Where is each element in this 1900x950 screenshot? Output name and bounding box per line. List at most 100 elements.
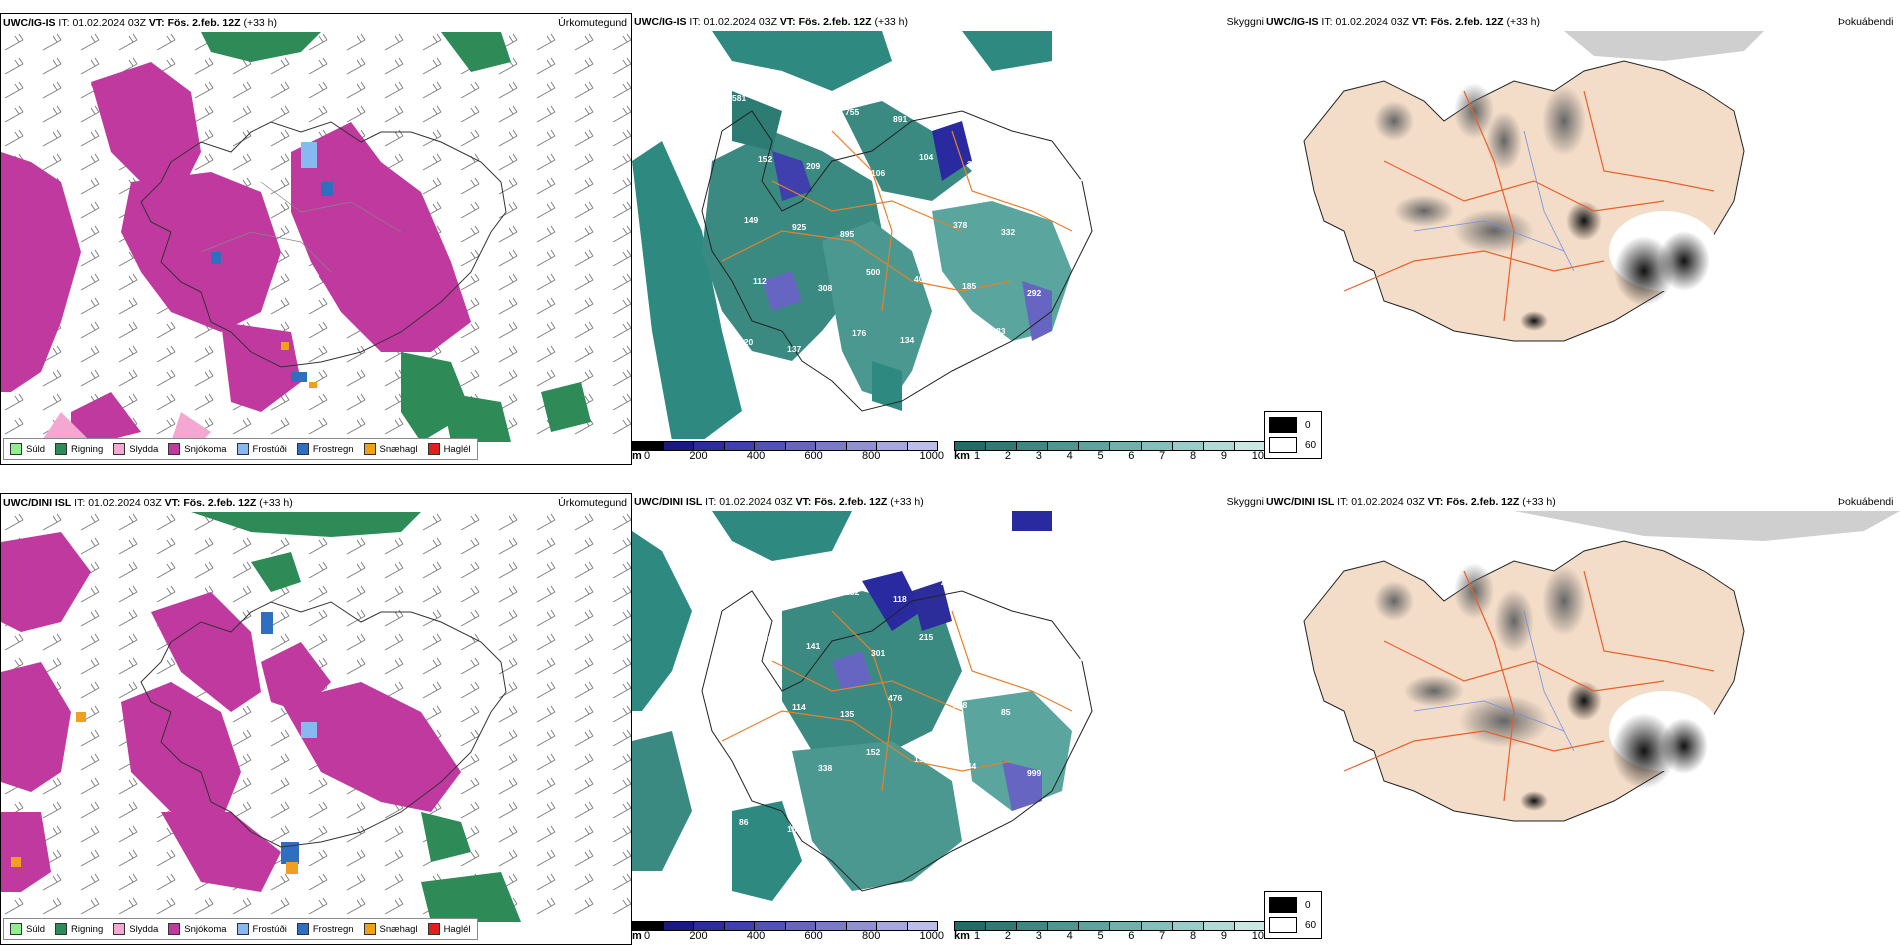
tick-label: 1000 — [919, 930, 944, 942]
tick-label: 6 — [1128, 930, 1135, 942]
legend-item: Slydda — [113, 443, 158, 455]
tick-label: 5 — [1097, 930, 1104, 942]
legend-item: Súld — [10, 443, 45, 455]
colorbar-segment — [1203, 922, 1235, 930]
colorbar-segment — [1048, 922, 1080, 930]
legend-swatch — [55, 443, 68, 455]
tick-label: 200 — [689, 450, 708, 462]
colorbar-segment — [986, 922, 1018, 930]
colorbar-segment — [877, 442, 908, 450]
colorbar-segment — [755, 442, 786, 450]
legend-swatch — [55, 923, 68, 935]
cloud-base-label: 134 — [900, 335, 914, 345]
legend-label: Snæhagl — [379, 923, 418, 935]
panel-title: Þokuábendi — [1838, 16, 1894, 28]
panel-header: UWC/IG-IS IT: 01.02.2024 03Z VT: Fös. 2.… — [634, 16, 909, 28]
colorbar-segment — [1172, 442, 1204, 450]
legend-label: Frostregn — [312, 923, 354, 935]
tick-label: 5 — [1097, 450, 1104, 462]
cloud-base-label: 153 — [914, 754, 928, 764]
panel-title: Skyggni — [1226, 496, 1264, 508]
colorbar-segment — [724, 922, 755, 930]
tick-label: 7 — [1159, 930, 1166, 942]
colorbar-segment — [694, 922, 725, 930]
legend-swatch — [236, 923, 249, 935]
colorbar-segment — [816, 442, 847, 450]
panel-header: UWC/DINI ISL IT: 01.02.2024 03Z VT: Fös.… — [1266, 496, 1556, 508]
colorbar-segment — [1079, 922, 1111, 930]
fog-map — [1303, 511, 1900, 822]
legend-item: Snæhagl — [363, 923, 418, 935]
cloud-base-label: 114 — [792, 702, 806, 712]
colorbar-segment — [1017, 922, 1049, 930]
fog-key-black-label: 0 — [1305, 899, 1311, 911]
tick-label: 9 — [1220, 930, 1227, 942]
colorbar-segment — [694, 442, 725, 450]
legend-swatch — [363, 443, 376, 455]
panel-title: Skyggni — [1226, 16, 1264, 28]
visibility-unit: km — [954, 450, 970, 462]
cloud-base-label: 166 — [732, 573, 746, 583]
cloud-base-label: 149 — [744, 215, 758, 225]
cloud-base-label: 392 — [758, 634, 772, 644]
precip-type-map — [1, 32, 631, 442]
cloud-base-label: 226 — [753, 756, 767, 766]
cloud-base-label: 408 — [888, 213, 902, 223]
legend-label: Súld — [26, 443, 46, 455]
colorbar-segment — [755, 922, 786, 930]
cloud-base-label: 141 — [806, 641, 820, 651]
fog-key-white-label: 60 — [1305, 439, 1317, 451]
panel-title: Úrkomutegund — [558, 497, 627, 509]
cloud-base-label: 332 — [1001, 227, 1015, 237]
visibility-scale-bars: m 0 200 400 600 800 1000 km 1 2 3 4 5 6 7 8 9 10 — [632, 439, 1264, 465]
cloud-base-label: 118 — [893, 594, 907, 604]
legend-swatch — [168, 923, 181, 935]
colorbar-segment — [1110, 442, 1142, 450]
legend-label: Frostregn — [312, 443, 354, 455]
panel-header: UWC/IG-IS IT: 01.02.2024 03Z VT: Fös. 2.… — [3, 17, 278, 29]
tick-label: 2 — [1004, 450, 1011, 462]
cloud-base-label: 999 — [1027, 768, 1041, 778]
visibility-panel-bottom: UWC/DINI ISL IT: 01.02.2024 03Z VT: Fös.… — [632, 493, 1264, 945]
legend-item: Haglél — [427, 443, 471, 455]
tick-label: 6 — [1128, 450, 1135, 462]
colorbar-segment — [846, 442, 877, 450]
cloud-base-label: 510 — [797, 100, 811, 110]
legend-swatch — [236, 443, 249, 455]
cloud-base-label: 303 — [1006, 105, 1020, 115]
cloud-base-label: 106 — [871, 168, 885, 178]
legend-item: Snæhagl — [363, 443, 418, 455]
tick-label: 400 — [746, 930, 766, 942]
cloud-base-label: 243 — [744, 695, 758, 705]
cloud-base-label: 444 — [962, 761, 976, 771]
cloud-base-label: 321 — [967, 639, 981, 649]
cloud-base-label: 112 — [753, 276, 767, 286]
panel-header: UWC/DINI ISL IT: 01.02.2024 03Z VT: Fös.… — [634, 496, 924, 508]
precip-type-panel-bottom: UWC/DINI ISL IT: 01.02.2024 03Z VT: Fös.… — [0, 493, 632, 945]
visibility-colorbar — [954, 921, 1264, 931]
legend-label: Slydda — [129, 923, 159, 935]
cloud-base-label: 301 — [871, 648, 885, 658]
legend-item: Frostregn — [296, 443, 354, 455]
cloudbase-ticks: 0 200 400 600 800 1000 — [644, 930, 944, 942]
cloud-base-label: 472 — [941, 98, 955, 108]
colorbar-segment — [955, 922, 987, 930]
legend-label: Haglél — [443, 443, 471, 455]
tick-label: 10 — [1251, 450, 1264, 462]
tick-label: 600 — [804, 930, 823, 942]
visibility-ticks: 1 2 3 4 5 6 7 8 9 10 — [974, 450, 1264, 462]
cloud-base-label: 303 — [1049, 211, 1063, 221]
legend-swatch — [113, 923, 126, 935]
visibility-panel-top: UWC/IG-IS IT: 01.02.2024 03Z VT: Fös. 2.… — [632, 13, 1264, 465]
cloud-base-label: 29 — [1075, 752, 1085, 762]
precip-type-legend: Súld Rigning Slydda Snjókoma Frostúði Frostre… — [3, 438, 478, 460]
legend-label: Snæhagl — [379, 443, 418, 455]
colorbar-segment — [986, 442, 1018, 450]
legend-item: Rigning — [55, 443, 103, 455]
cloud-base-label: 185 — [962, 281, 976, 291]
legend-label: Slydda — [129, 443, 159, 455]
tick-label: 0 — [644, 450, 651, 462]
legend-label: Súld — [26, 923, 46, 935]
legend-item: Frostregn — [296, 923, 354, 935]
tick-label: 3 — [1035, 930, 1042, 942]
